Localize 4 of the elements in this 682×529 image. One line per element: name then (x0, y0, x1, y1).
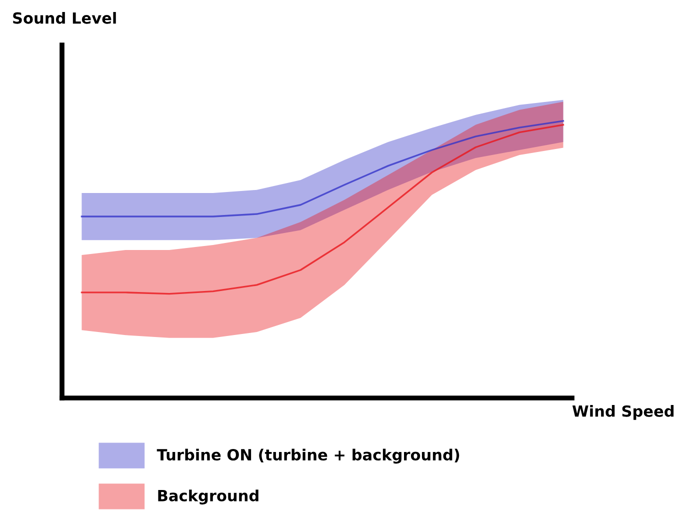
text: Sound Level (13, 12, 116, 24)
legend-label: Background (158, 490, 258, 504)
legend-label: Turbine ON (turbine + background) (156, 448, 460, 464)
x-axis-title: Wind Speed (572, 405, 674, 420)
